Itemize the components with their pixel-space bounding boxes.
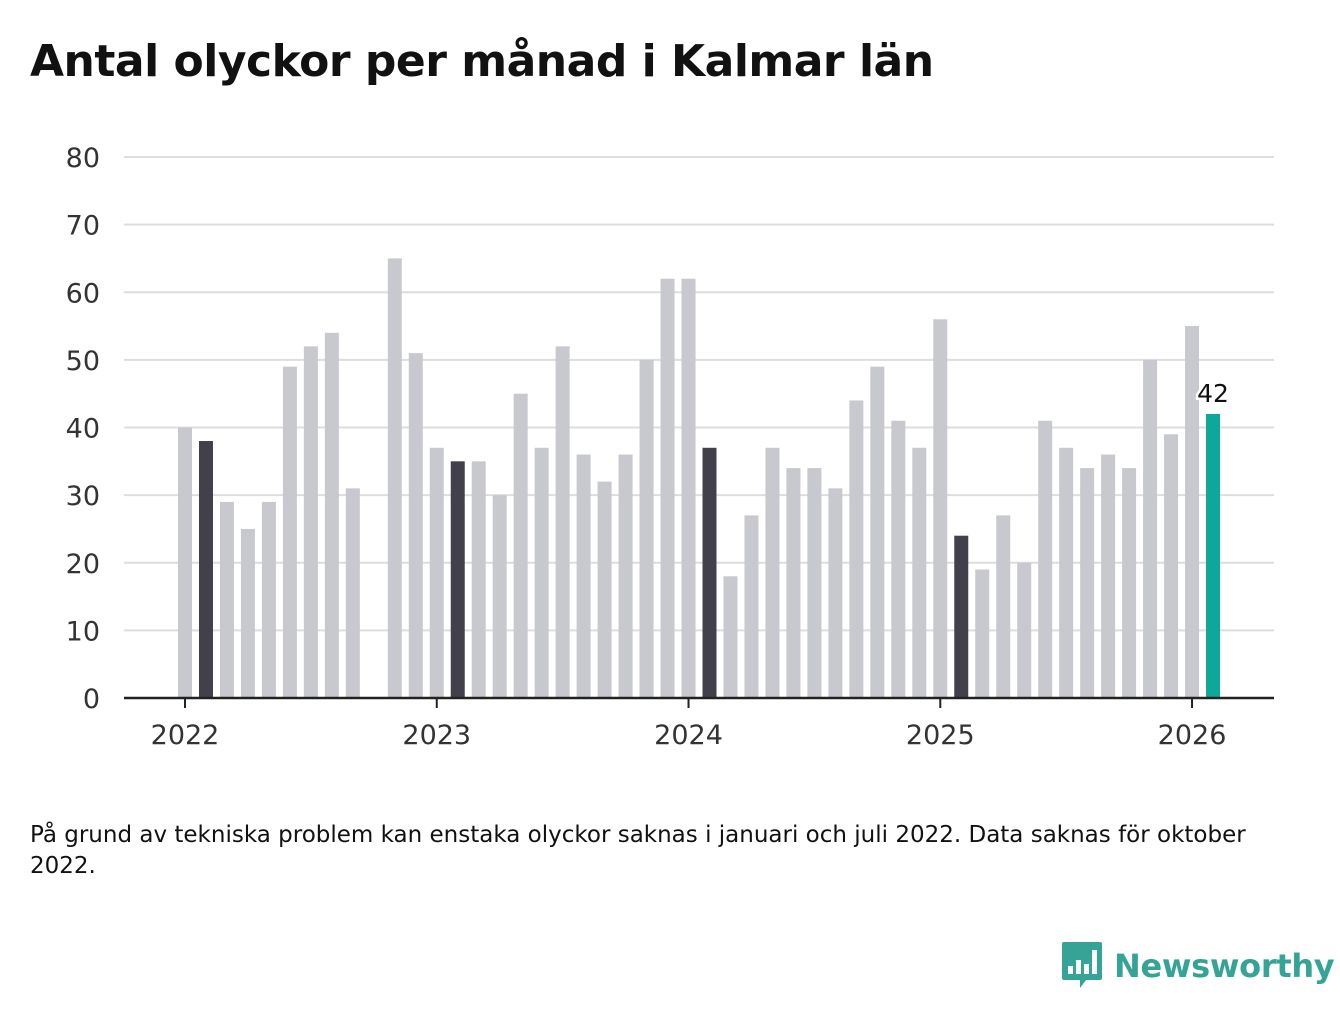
x-axis: 2022 2023 2024 2025 2026	[124, 696, 1274, 751]
bar-2023-08[interactable]	[576, 454, 591, 698]
bar-chart: 0 10 20 30 40 50 60 70 80 2022 2023 2024 2025 2026 4…	[66, 143, 1274, 751]
bar-2025-01[interactable]	[933, 319, 948, 698]
bar-2025-03[interactable]	[975, 569, 990, 698]
brand-name: Newsworthy	[1114, 947, 1335, 985]
bar-2023-07[interactable]	[555, 346, 570, 698]
data-labels: 42	[1195, 376, 1232, 410]
y-axis-labels: 0 10 20 30 40 50 60 70 80	[66, 143, 100, 715]
footnote: På grund av tekniska problem kan enstaka…	[30, 822, 1246, 879]
bar-2024-03[interactable]	[723, 576, 738, 698]
bar-2025-09[interactable]	[1101, 454, 1116, 698]
bar-2024-07[interactable]	[807, 468, 822, 698]
x-tick-label: 2022	[151, 720, 220, 751]
bar-2023-12[interactable]	[660, 278, 675, 698]
x-tick-label: 2024	[654, 720, 723, 751]
bar-2023-04[interactable]	[492, 495, 507, 698]
bar-2023-06[interactable]	[534, 447, 549, 698]
x-tick-label: 2025	[906, 720, 975, 751]
bar-2024-11[interactable]	[891, 420, 906, 698]
x-tick-label: 2023	[402, 720, 471, 751]
bar-2024-04[interactable]	[744, 515, 759, 698]
bar-2024-08[interactable]	[828, 488, 843, 698]
bar-2025-06[interactable]	[1038, 420, 1053, 698]
bar-2022-04[interactable]	[240, 528, 255, 698]
bar-2023-03[interactable]	[471, 461, 486, 698]
y-tick-label: 30	[66, 481, 100, 512]
bar-2025-07[interactable]	[1059, 447, 1074, 698]
bar-2023-10[interactable]	[618, 454, 633, 698]
newsworthy-logo-icon	[1062, 942, 1102, 988]
bar-2025-10[interactable]	[1122, 468, 1137, 698]
y-tick-label: 20	[66, 549, 100, 580]
y-tick-label: 10	[66, 616, 100, 647]
bar-2025-08[interactable]	[1080, 468, 1095, 698]
bar-2022-08[interactable]	[324, 332, 339, 698]
bar-2024-05[interactable]	[765, 447, 780, 698]
bars	[178, 258, 1221, 699]
bar-2023-02[interactable]	[450, 461, 465, 698]
bar-2024-10[interactable]	[870, 366, 885, 698]
x-tick-label: 2026	[1158, 720, 1227, 751]
bar-2024-06[interactable]	[786, 468, 801, 698]
bar-2025-05[interactable]	[1017, 562, 1032, 698]
chart-title: Antal olyckor per månad i Kalmar län	[30, 36, 934, 87]
bar-2022-11[interactable]	[387, 258, 402, 698]
bar-2022-03[interactable]	[219, 501, 234, 698]
bar-2025-12[interactable]	[1164, 434, 1179, 698]
bar-2025-04[interactable]	[996, 515, 1011, 698]
y-tick-label: 50	[66, 346, 100, 377]
bar-2023-01[interactable]	[429, 447, 444, 698]
bar-2022-12[interactable]	[408, 353, 423, 698]
bar-2026-01[interactable]	[1185, 326, 1200, 698]
bar-2024-02[interactable]	[702, 447, 717, 698]
bar-2025-11[interactable]	[1143, 359, 1158, 698]
bar-2026-02[interactable]	[1206, 413, 1221, 698]
y-tick-label: 40	[66, 414, 100, 445]
bar-2022-07[interactable]	[303, 346, 318, 698]
bar-2025-02[interactable]	[954, 535, 969, 698]
bar-2022-09[interactable]	[345, 488, 360, 698]
y-tick-label: 80	[66, 143, 100, 174]
bar-2024-01[interactable]	[681, 278, 696, 698]
bar-2022-02[interactable]	[198, 441, 213, 698]
brand-logo[interactable]: Newsworthy	[1060, 940, 1335, 992]
bar-2023-09[interactable]	[597, 481, 612, 698]
bar-2024-09[interactable]	[849, 400, 864, 698]
bar-2023-11[interactable]	[639, 359, 654, 698]
bar-2022-01[interactable]	[178, 427, 192, 699]
y-tick-label: 60	[66, 278, 100, 309]
bar-2024-12[interactable]	[912, 447, 927, 698]
y-tick-label: 70	[66, 211, 100, 242]
latest-value-label: 42	[1197, 379, 1229, 408]
bar-2022-05[interactable]	[261, 501, 276, 698]
bar-2022-06[interactable]	[282, 366, 297, 698]
bar-2023-05[interactable]	[513, 393, 528, 698]
y-tick-label: 0	[83, 684, 100, 715]
